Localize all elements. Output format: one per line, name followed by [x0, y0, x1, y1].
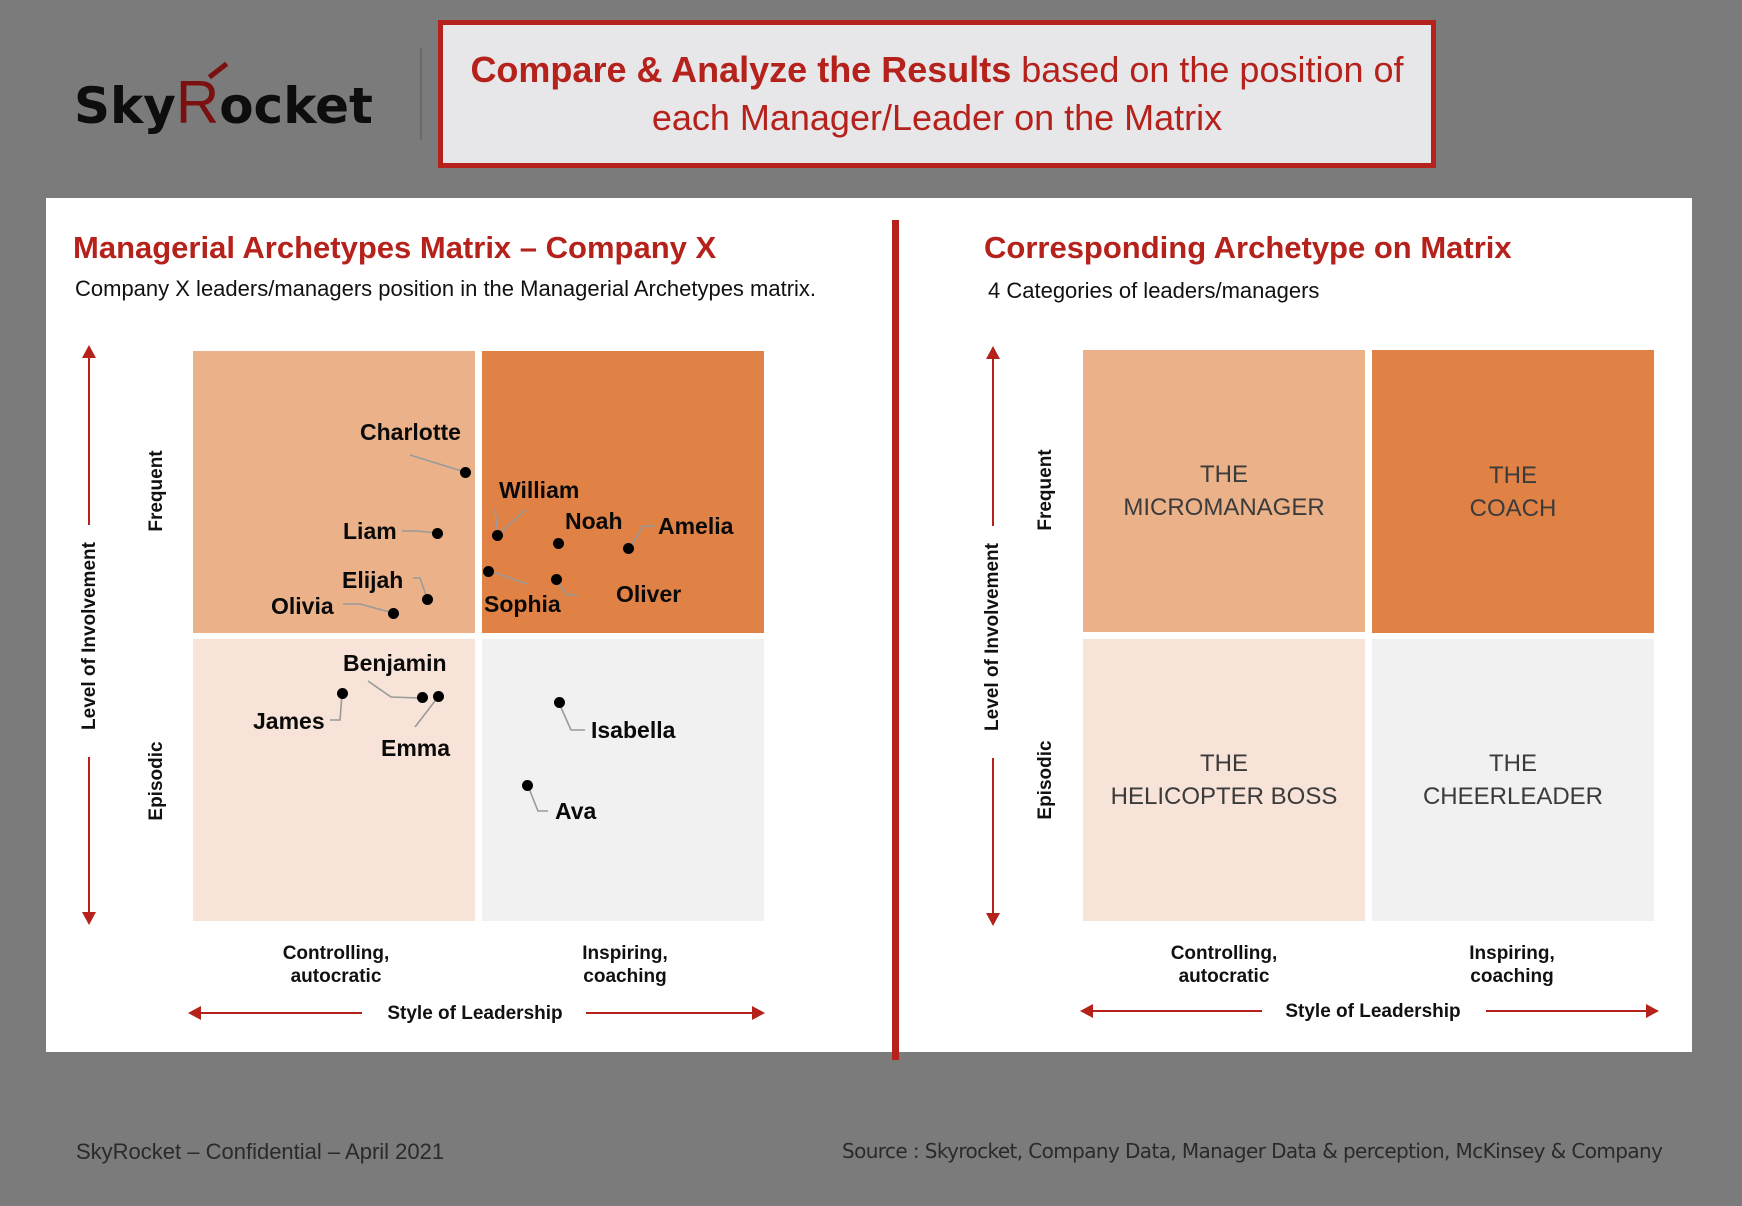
right-section-subtitle: 4 Categories of leaders/managers — [988, 278, 1320, 303]
arrow-left-icon — [188, 1006, 201, 1020]
x-axis-line-left — [1092, 1010, 1262, 1012]
data-point-elijah[interactable] — [422, 594, 433, 605]
panel-divider — [892, 220, 899, 1060]
data-point-liam[interactable] — [432, 528, 443, 539]
y-axis-line-top — [992, 356, 994, 526]
person-label-charlotte: Charlotte — [360, 419, 461, 445]
person-label-liam: Liam — [343, 518, 397, 544]
y-axis-low-label: Episodic — [1035, 740, 1056, 820]
arrow-up-icon — [986, 346, 1000, 359]
quadrant-helicopter-boss — [193, 639, 475, 921]
data-point-sophia[interactable] — [483, 566, 494, 577]
x-axis-line-right — [1486, 1010, 1646, 1012]
arrow-up-icon — [82, 345, 96, 358]
archetype-helicopter-boss: THE HELICOPTER BOSS — [1083, 639, 1365, 921]
arrow-down-icon — [82, 912, 96, 925]
person-label-william: William — [499, 477, 580, 503]
logo-text: SkyRocket — [74, 69, 373, 136]
y-axis-line-bottom — [88, 757, 90, 917]
y-axis-line-bottom — [992, 758, 994, 918]
quadrant-micromanager — [193, 351, 475, 633]
person-label-isabella: Isabella — [591, 717, 676, 743]
archetype-micromanager: THE MICROMANAGER — [1083, 350, 1365, 632]
person-label-noah: Noah — [565, 508, 623, 534]
data-point-benjamin[interactable] — [417, 692, 428, 703]
footer-source: Source : Skyrocket, Company Data, Manage… — [842, 1139, 1663, 1163]
left-section-title: Managerial Archetypes Matrix – Company X — [73, 230, 717, 265]
person-label-elijah: Elijah — [342, 567, 404, 593]
archetype-coach: THE COACH — [1372, 350, 1654, 633]
data-point-ava[interactable] — [522, 780, 533, 791]
y-axis-label: Level of Involvement — [982, 543, 1003, 731]
x-axis-label: Style of Leadership — [1285, 1001, 1461, 1022]
arrow-left-icon — [1080, 1004, 1093, 1018]
data-point-noah[interactable] — [553, 538, 564, 549]
right-section-title: Corresponding Archetype on Matrix — [984, 230, 1512, 265]
x-axis-right-label: Inspiring, coaching — [582, 943, 668, 987]
person-label-james: James — [253, 708, 325, 734]
header-bold-text: Compare & Analyze the Results — [470, 49, 1012, 90]
data-point-oliver[interactable] — [551, 574, 562, 585]
header-banner: Compare & Analyze the Results based on t… — [438, 20, 1436, 168]
data-point-olivia[interactable] — [388, 608, 399, 619]
skyrocket-logo: SkyRocket — [74, 40, 394, 140]
data-point-amelia[interactable] — [623, 543, 634, 554]
data-point-charlotte[interactable] — [460, 467, 471, 478]
person-label-oliver: Oliver — [616, 581, 682, 607]
data-point-isabella[interactable] — [554, 697, 565, 708]
person-label-olivia: Olivia — [271, 593, 334, 619]
arrow-down-icon — [986, 913, 1000, 926]
left-section-subtitle: Company X leaders/managers position in t… — [75, 276, 817, 301]
quadrant-coach — [482, 351, 764, 633]
x-axis-line-left — [200, 1012, 362, 1014]
person-label-benjamin: Benjamin — [343, 650, 447, 676]
y-axis-line-top — [88, 355, 90, 525]
x-axis-line-right — [586, 1012, 752, 1014]
arrow-right-icon — [752, 1006, 765, 1020]
footer-confidential: SkyRocket – Confidential – April 2021 — [76, 1139, 445, 1164]
x-axis-left-label: Controlling, autocratic — [282, 943, 390, 987]
person-label-amelia: Amelia — [658, 513, 734, 539]
person-label-sophia: Sophia — [484, 591, 561, 617]
x-axis-right-label: Inspiring, coaching — [1469, 943, 1555, 987]
data-point-william[interactable] — [492, 530, 503, 541]
x-axis-left-label: Controlling, autocratic — [1170, 943, 1278, 987]
archetype-cheerleader: THE CHEERLEADER — [1372, 639, 1654, 921]
person-label-ava: Ava — [555, 798, 597, 824]
arrow-right-icon — [1646, 1004, 1659, 1018]
x-axis-label: Style of Leadership — [387, 1003, 563, 1024]
header-text-line2: each Manager/Leader on the Matrix — [651, 97, 1223, 138]
logo-separator — [420, 48, 422, 140]
y-axis-high-label: Frequent — [1035, 449, 1056, 531]
data-point-james[interactable] — [337, 688, 348, 699]
data-point-emma[interactable] — [433, 691, 444, 702]
header-text: based on the position of — [1011, 49, 1404, 90]
person-label-emma: Emma — [381, 735, 451, 761]
